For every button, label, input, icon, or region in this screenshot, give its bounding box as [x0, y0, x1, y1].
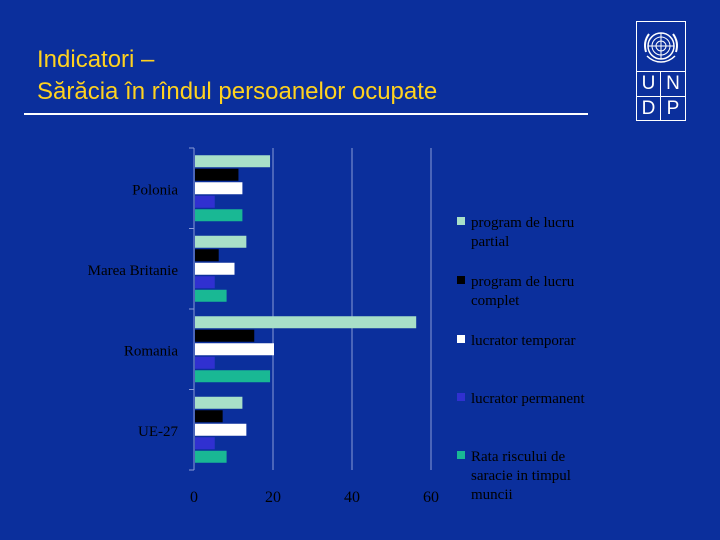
legend-swatch [457, 217, 465, 225]
title-underline [24, 113, 588, 115]
category-label: Romania [124, 343, 178, 359]
x-tick-label: 20 [265, 489, 281, 506]
slide-title: Indicatori – Sărăcia în rîndul persoanel… [37, 44, 437, 108]
undp-letters: U N D P [637, 71, 685, 121]
bar [195, 356, 215, 369]
chart-legend: program de lucru partial program de lucru c… [457, 215, 586, 503]
legend-swatch [457, 451, 465, 459]
undp-logo: U N D P [636, 21, 686, 121]
legend-swatch [457, 393, 465, 401]
logo-letter-u: U [637, 71, 661, 96]
bar [195, 343, 274, 356]
bar [195, 182, 243, 195]
legend-label: lucrator permanent [471, 391, 586, 407]
bar [195, 155, 271, 168]
category-label: UE-27 [138, 424, 178, 440]
logo-letter-n: N [661, 71, 685, 96]
logo-letter-d: D [637, 96, 661, 121]
bar [195, 423, 247, 436]
un-emblem-icon [644, 32, 678, 63]
legend-label: program de lucru partial [471, 215, 575, 250]
title-line-1: Indicatori – [37, 46, 155, 73]
bar [195, 195, 215, 208]
bar [195, 316, 417, 329]
chart-gridlines [193, 148, 432, 470]
bar [195, 168, 239, 181]
bar [195, 276, 215, 289]
category-label: Marea Britanie [88, 263, 179, 279]
chart-axes: 0 20 40 60 Polonia Marea Britanie Romania UE-27 [88, 147, 439, 506]
legend-swatch [457, 276, 465, 284]
bar [195, 289, 227, 302]
bar [195, 396, 243, 409]
bar [195, 249, 219, 262]
x-tick-label: 0 [190, 489, 198, 506]
legend-label: program de lucru complet [471, 274, 575, 309]
x-tick-label: 40 [344, 489, 360, 506]
category-label: Polonia [132, 182, 178, 198]
bar [195, 209, 243, 222]
legend-label: lucrator temporar [471, 333, 576, 349]
title-line-2: Sărăcia în rîndul persoanelor ocupate [37, 78, 438, 105]
bar [195, 410, 223, 423]
bar [195, 329, 255, 342]
chart-bars [195, 155, 417, 463]
logo-letter-p: P [661, 96, 685, 121]
x-tick-label: 60 [423, 489, 439, 506]
bar [195, 450, 227, 463]
bar [195, 437, 215, 450]
bar [195, 235, 247, 248]
bar [195, 262, 235, 275]
legend-label: Rata riscului de saracie in timpul muncii [471, 449, 571, 503]
legend-swatch [457, 335, 465, 343]
bar [195, 370, 271, 383]
